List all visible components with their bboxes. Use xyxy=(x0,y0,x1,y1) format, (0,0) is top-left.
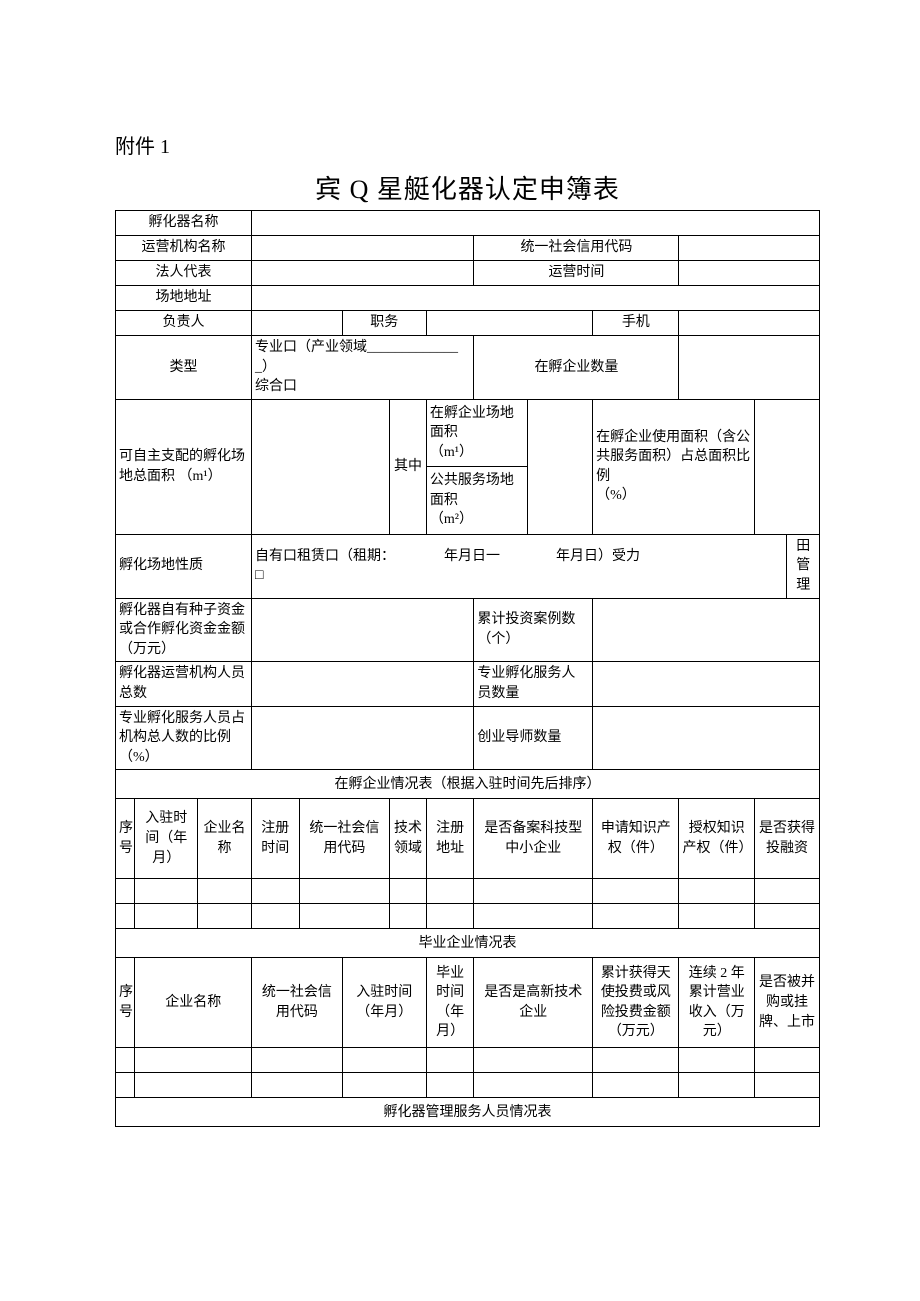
checkbox-glyph: □ xyxy=(255,568,263,583)
page-title: 宾 Q 星艇化器认定申簿表 xyxy=(115,169,820,206)
value-site-address xyxy=(252,286,820,311)
section1-title: 在孵企业情况表（根据入驻时间先后排序） xyxy=(116,770,820,799)
label-sub-enterprise-area: 在孵企业场地面积 （m¹） xyxy=(426,399,527,467)
label-total-area: 可自主支配的孵化场地总面积 （m¹） xyxy=(116,399,252,534)
value-site-nature: 自有口租赁口（租期： 年月日一 年月日）受力 □ xyxy=(252,534,787,598)
label-legal-rep: 法人代表 xyxy=(116,261,252,286)
t1-h-got-invest: 是否获得投融资 xyxy=(755,799,820,879)
label-operating-time: 运营时间 xyxy=(474,261,679,286)
label-mobile: 手机 xyxy=(593,311,679,336)
label-area-ratio: 在孵企业使用面积（含公共服务面积）占总面积比例 （%） xyxy=(593,399,755,534)
value-invest-cases xyxy=(593,598,820,662)
label-usci: 统一社会信用代码 xyxy=(474,236,679,261)
label-pro-staff-ratio: 专业孵化服务人员占机构总人数的比例（%） xyxy=(116,706,252,770)
t1-h-ip-apply: 申请知识产权（件） xyxy=(593,799,679,879)
value-usci xyxy=(679,236,820,261)
value-position xyxy=(426,311,592,336)
label-mentor-count: 创业导师数量 xyxy=(474,706,593,770)
t2-h-usci: 统一社会信用代码 xyxy=(252,958,343,1048)
value-pro-staff xyxy=(593,662,820,706)
value-operator-name xyxy=(252,236,474,261)
attachment-label: 附件 1 xyxy=(115,130,820,159)
t2-h-seq: 序号 xyxy=(116,958,135,1048)
label-type: 类型 xyxy=(116,336,252,400)
t2-h-enter-time: 入驻时间（年月） xyxy=(342,958,426,1048)
value-total-area xyxy=(252,399,390,534)
t2-row-2 xyxy=(116,1073,820,1098)
t2-row-1 xyxy=(116,1048,820,1073)
label-position: 职务 xyxy=(342,311,426,336)
label-operator-name: 运营机构名称 xyxy=(116,236,252,261)
label-seed-fund: 孵化器自有种子资金或合作孵化资金金额（万元） xyxy=(116,598,252,662)
text-site-nature-suffix: 田管理 xyxy=(787,534,820,598)
label-person-in-charge: 负责人 xyxy=(116,311,252,336)
value-mobile xyxy=(679,311,820,336)
value-in-incubation-count xyxy=(679,336,820,400)
value-operating-time xyxy=(679,261,820,286)
value-mentor-count xyxy=(593,706,820,770)
t1-h-reg-time: 注册时间 xyxy=(252,799,300,879)
t2-h-ent-name: 企业名称 xyxy=(135,958,252,1048)
value-sub-areas xyxy=(528,399,593,534)
value-staff-total xyxy=(252,662,474,706)
t2-h-angel-invest: 累计获得天使投费或风险投费金额（万元） xyxy=(593,958,679,1048)
value-legal-rep xyxy=(252,261,474,286)
t1-h-is-tech-sme: 是否备案科技型中小企业 xyxy=(474,799,593,879)
label-sub-public-area: 公共服务场地面积 （m²） xyxy=(426,467,527,535)
value-seed-fund xyxy=(252,598,474,662)
t1-h-usci: 统一社会信用代码 xyxy=(299,799,390,879)
t1-h-seq: 序号 xyxy=(116,799,135,879)
label-pro-staff: 专业孵化服务人员数量 xyxy=(474,662,593,706)
label-site-nature: 孵化场地性质 xyxy=(116,534,252,598)
t1-h-enter-time: 入驻时间（年月） xyxy=(135,799,198,879)
label-incubator-name: 孵化器名称 xyxy=(116,211,252,236)
value-area-ratio xyxy=(755,399,820,534)
t2-h-is-hntech: 是否是高新技术企业 xyxy=(474,958,593,1048)
t1-h-ip-grant: 授权知识产权（件） xyxy=(679,799,755,879)
t2-h-revenue-2y: 连续 2 年累计营业收入（万元） xyxy=(679,958,755,1048)
value-person-in-charge xyxy=(252,311,343,336)
value-pro-staff-ratio xyxy=(252,706,474,770)
t1-h-tech-field: 技术领域 xyxy=(390,799,427,879)
text-site-nature-value: 自有口租赁口（租期： 年月日一 年月日）受力 xyxy=(255,549,640,564)
t2-h-is-acquired: 是否被并购或挂牌、上市 xyxy=(755,958,820,1048)
section2-title: 毕业企业情况表 xyxy=(116,929,820,958)
label-invest-cases: 累计投资案例数（个） xyxy=(474,598,593,662)
label-site-address: 场地地址 xyxy=(116,286,252,311)
t1-h-reg-addr: 注册地址 xyxy=(426,799,474,879)
label-among: 其中 xyxy=(390,399,427,534)
section3-title: 孵化器管理服务人员情况表 xyxy=(116,1098,820,1127)
t2-h-grad-time: 毕业时间（年月） xyxy=(426,958,474,1048)
value-incubator-name xyxy=(252,211,820,236)
t1-h-ent-name: 企业名称 xyxy=(198,799,252,879)
label-in-incubation-count: 在孵企业数量 xyxy=(474,336,679,400)
t1-row-1 xyxy=(116,879,820,904)
main-form-table: 孵化器名称 运营机构名称 统一社会信用代码 法人代表 运营时间 场地地址 负责人… xyxy=(115,210,820,1127)
value-type-options: 专业口（产业领域______________） 综合口 xyxy=(252,336,474,400)
label-staff-total: 孵化器运营机构人员总数 xyxy=(116,662,252,706)
t1-row-2 xyxy=(116,904,820,929)
